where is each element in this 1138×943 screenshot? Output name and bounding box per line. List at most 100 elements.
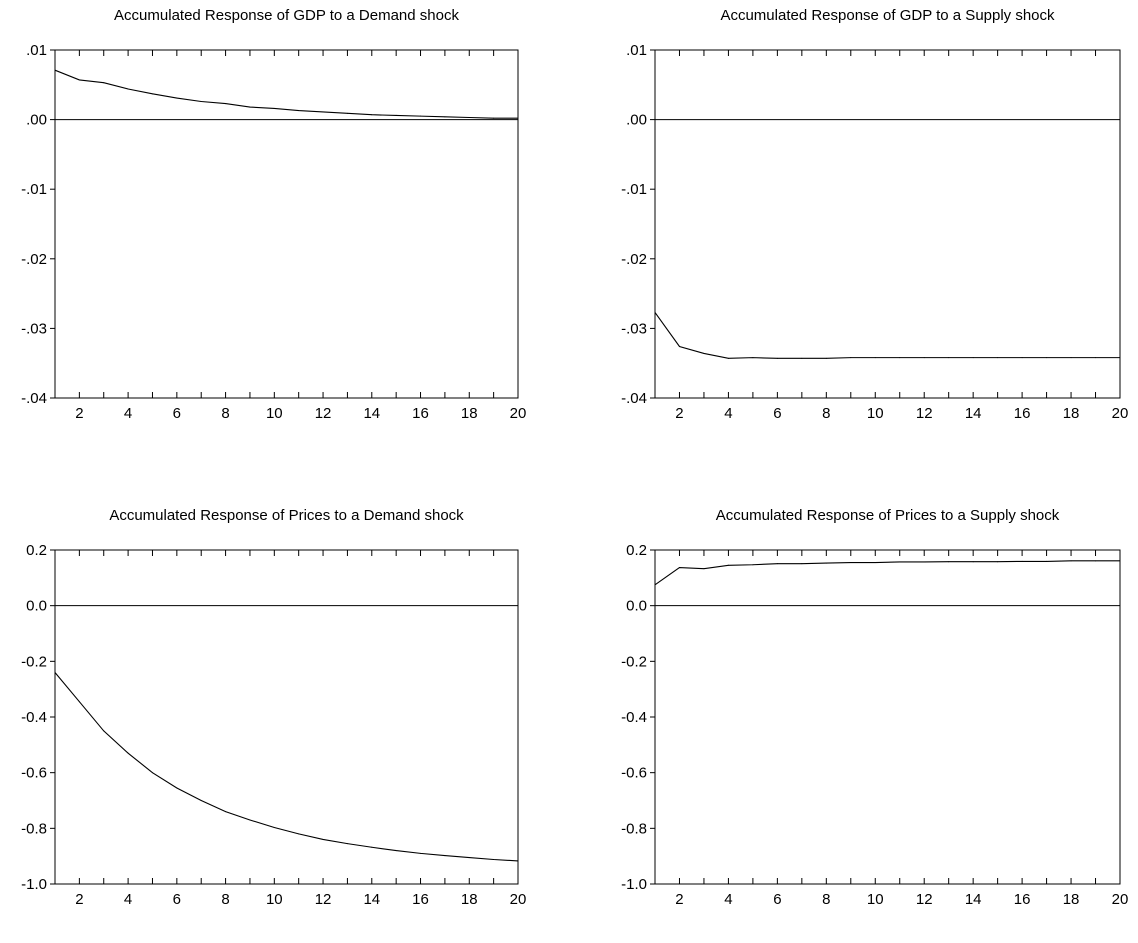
data-point: [371, 114, 373, 116]
x-tick-label: 8: [221, 891, 229, 908]
x-tick-label: 14: [965, 405, 982, 422]
y-tick-label: .00: [26, 112, 47, 129]
data-point: [1095, 357, 1097, 359]
x-tick-label: 12: [916, 405, 933, 422]
y-tick-label: 0.0: [626, 598, 647, 615]
data-point: [727, 564, 729, 566]
x-tick-label: 14: [965, 891, 982, 908]
data-point: [1095, 560, 1097, 562]
data-point: [493, 117, 495, 119]
y-tick-label: -.04: [21, 390, 47, 407]
data-point: [273, 826, 275, 828]
data-point: [420, 115, 422, 117]
x-tick-label: 14: [363, 891, 380, 908]
data-point: [1046, 357, 1048, 359]
data-point: [225, 103, 227, 105]
y-tick-label: -.01: [621, 181, 647, 198]
x-tick-label: 10: [867, 891, 884, 908]
data-point: [654, 584, 656, 586]
y-tick-label: -1.0: [621, 876, 647, 893]
data-point: [727, 357, 729, 359]
data-point: [678, 345, 680, 347]
x-tick-label: 20: [1112, 891, 1129, 908]
chart-title: Accumulated Response of GDP to a Demand …: [114, 7, 459, 24]
x-tick-label: 8: [822, 891, 830, 908]
data-point: [249, 106, 251, 108]
data-point: [997, 561, 999, 563]
data-point: [151, 772, 153, 774]
y-tick-label: -.04: [621, 390, 647, 407]
y-tick-label: .00: [626, 112, 647, 129]
x-tick-label: 2: [75, 891, 83, 908]
x-tick-label: 20: [510, 891, 527, 908]
data-point: [468, 857, 470, 859]
data-point: [200, 101, 202, 103]
data-point: [322, 838, 324, 840]
data-point: [298, 110, 300, 112]
plot-frame: [654, 549, 1121, 885]
data-point: [127, 752, 129, 754]
data-point: [1021, 357, 1023, 359]
data-point: [801, 357, 803, 359]
y-tick-label: -0.2: [621, 653, 647, 670]
plot-frame: [54, 549, 519, 885]
y-tick-label: .01: [26, 42, 47, 59]
x-tick-label: 2: [675, 891, 683, 908]
x-tick-label: 6: [773, 405, 781, 422]
data-point: [948, 561, 950, 563]
x-tick-label: 18: [1063, 405, 1080, 422]
x-tick-label: 18: [461, 891, 478, 908]
x-tick-label: 8: [221, 405, 229, 422]
data-point: [395, 114, 397, 116]
data-point: [972, 357, 974, 359]
data-point: [346, 843, 348, 845]
y-tick-label: -0.2: [21, 653, 47, 670]
x-tick-label: 20: [510, 405, 527, 422]
data-point: [346, 112, 348, 114]
x-tick-label: 10: [266, 405, 283, 422]
x-tick-label: 4: [124, 891, 132, 908]
data-point: [176, 97, 178, 99]
data-point: [678, 567, 680, 569]
data-point: [395, 850, 397, 852]
data-point: [801, 563, 803, 565]
y-tick-label: 0.2: [26, 542, 47, 559]
series-line: [654, 560, 1120, 586]
series-line: [54, 672, 519, 862]
data-point: [825, 357, 827, 359]
data-point: [1070, 560, 1072, 562]
y-tick-label: -0.8: [621, 820, 647, 837]
data-point: [1070, 357, 1072, 359]
data-point: [249, 819, 251, 821]
y-tick-label: -0.8: [21, 820, 47, 837]
data-point: [752, 357, 754, 359]
data-point: [151, 93, 153, 95]
data-point: [444, 855, 446, 857]
data-point: [776, 357, 778, 359]
data-point: [322, 111, 324, 113]
data-point: [1119, 560, 1121, 562]
y-tick-label: -.03: [621, 320, 647, 337]
data-point: [103, 82, 105, 84]
x-tick-label: 18: [1063, 891, 1080, 908]
y-tick-label: 0.2: [626, 542, 647, 559]
x-tick-label: 12: [315, 891, 332, 908]
x-tick-label: 2: [675, 405, 683, 422]
data-point: [899, 357, 901, 359]
chart-title: Accumulated Response of Prices to a Dema…: [109, 507, 464, 524]
y-tick-label: -0.6: [21, 765, 47, 782]
data-point: [54, 671, 56, 673]
chart-panel-prices-supply: Accumulated Response of Prices to a Supp…: [621, 507, 1128, 908]
data-point: [225, 811, 227, 813]
data-point: [273, 107, 275, 109]
data-point: [200, 800, 202, 801]
x-tick-label: 12: [315, 405, 332, 422]
series-line: [54, 69, 518, 119]
x-tick-label: 2: [75, 405, 83, 422]
x-tick-label: 16: [412, 405, 429, 422]
x-tick-label: 10: [867, 405, 884, 422]
x-tick-label: 16: [1014, 405, 1031, 422]
data-point: [420, 852, 422, 854]
data-point: [874, 562, 876, 564]
